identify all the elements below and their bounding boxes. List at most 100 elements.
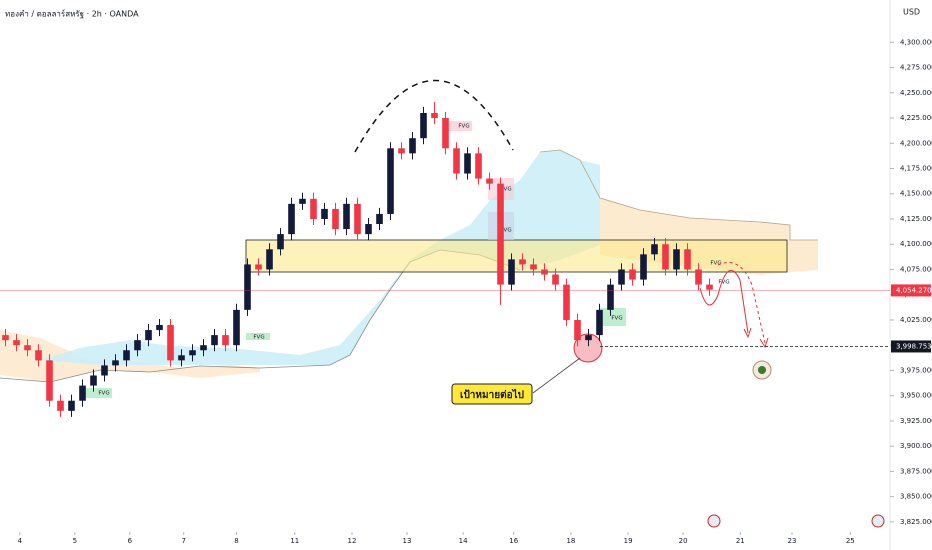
candle-body (178, 355, 185, 361)
candle-body (596, 309, 603, 336)
supply-demand-zone (245, 239, 788, 273)
candle-body (90, 375, 97, 386)
price-tag-label: 4,054.270 (896, 286, 932, 294)
candle-body (442, 118, 449, 149)
candle-body (332, 208, 339, 230)
candle-body (101, 365, 108, 376)
y-tick-label: 3,975.000 (900, 366, 932, 374)
target-box (451, 383, 533, 405)
cloud-edge (539, 149, 818, 241)
candle-body (299, 198, 306, 204)
candle-body (376, 213, 383, 225)
x-tick-label: 18 (566, 537, 575, 545)
x-tick-label: 20 (679, 537, 688, 545)
candle-body (354, 203, 361, 235)
candle-body (475, 153, 482, 179)
y-tick-label: 4,025.000 (900, 316, 932, 324)
candle-body (46, 360, 53, 401)
flag-icon (871, 514, 885, 528)
y-tick-label: 4,225.000 (900, 114, 932, 122)
candle-body (552, 274, 559, 285)
y-tick-label: 4,200.000 (900, 139, 932, 147)
x-tick-label: 13 (403, 537, 412, 545)
candle-body (563, 284, 570, 320)
eye-icon (758, 366, 766, 374)
candle-body (508, 259, 515, 285)
candle-body (607, 284, 614, 310)
candle-body (486, 178, 493, 184)
candle-body (497, 183, 504, 285)
candle-body (618, 269, 625, 285)
candle-body (662, 244, 669, 270)
y-tick-label: 4,250.000 (900, 89, 932, 97)
candle-body (167, 325, 174, 361)
projection-path (699, 269, 749, 334)
candle-body (288, 203, 295, 235)
candle-body (695, 269, 702, 285)
candle-body (310, 198, 317, 219)
candle-body (222, 335, 229, 346)
candle-body (684, 249, 691, 270)
candle-body (706, 284, 713, 290)
candle-body (398, 148, 405, 154)
arrow-head (759, 337, 769, 349)
fvg-label: FVG (710, 261, 721, 267)
target-label: เป้าหมายต่อไป (460, 388, 524, 401)
fvg-box (84, 388, 112, 398)
arrow-head (743, 327, 752, 339)
candle-body (365, 224, 372, 235)
x-tick-label: 11 (290, 537, 299, 545)
x-tick-label: 6 (128, 537, 133, 545)
candle-body (321, 208, 328, 219)
y-tick-label: 3,925.000 (900, 417, 932, 425)
fvg-box (246, 333, 270, 340)
candle-body (409, 138, 416, 154)
candle-body (79, 385, 86, 401)
candle-body (431, 112, 438, 119)
candle-body (387, 148, 394, 214)
x-tick-label: 14 (459, 537, 468, 545)
price-tag-label: 3,998.753 (896, 342, 932, 350)
fvg-label: FVG (500, 187, 511, 193)
fvg-label: FVG (458, 124, 469, 130)
x-tick-label: 7 (181, 537, 185, 545)
candle-body (453, 148, 460, 174)
candle-body (134, 340, 141, 351)
x-tick-label: 23 (788, 537, 797, 545)
candle-body (24, 345, 31, 351)
candle-body (277, 234, 284, 250)
y-tick-label: 3,875.000 (900, 467, 932, 475)
candle-body (112, 360, 119, 366)
candle-body (343, 203, 350, 230)
x-tick-label: 21 (736, 537, 745, 545)
candle-body (68, 400, 75, 411)
candle-body (651, 244, 658, 255)
y-tick-label: 3,900.000 (900, 442, 932, 450)
candle-body (640, 254, 647, 280)
y-tick-label: 4,150.000 (900, 190, 932, 198)
y-tick-label: 3,825.000 (900, 518, 932, 526)
y-tick-label: 4,175.000 (900, 165, 932, 173)
candle-body (13, 340, 20, 346)
pointer-line (532, 357, 581, 394)
candle-body (420, 112, 427, 139)
candle-body (211, 335, 218, 346)
fvg-label: FVG (253, 335, 264, 341)
fvg-label: FVG (98, 391, 109, 397)
chart-title: ทองคำ / ดอลลาร์สหรัฐ · 2h · OANDA (5, 9, 139, 19)
y-tick-label: 4,275.000 (900, 64, 932, 72)
x-tick-label: 12 (348, 537, 357, 545)
candle-body (244, 264, 251, 310)
y-tick-label: 4,300.000 (900, 38, 932, 46)
candle-body (673, 249, 680, 270)
x-tick-label: 4 (18, 537, 23, 545)
candle-body (233, 309, 240, 346)
candle-body (574, 319, 581, 341)
currency-label: USD (903, 8, 920, 17)
x-tick-label: 25 (846, 537, 855, 545)
candle-body (266, 249, 273, 270)
top-arc (354, 79, 514, 153)
fvg-box (600, 308, 626, 326)
candle-body (145, 330, 152, 341)
y-tick-label: 3,950.000 (900, 392, 932, 400)
